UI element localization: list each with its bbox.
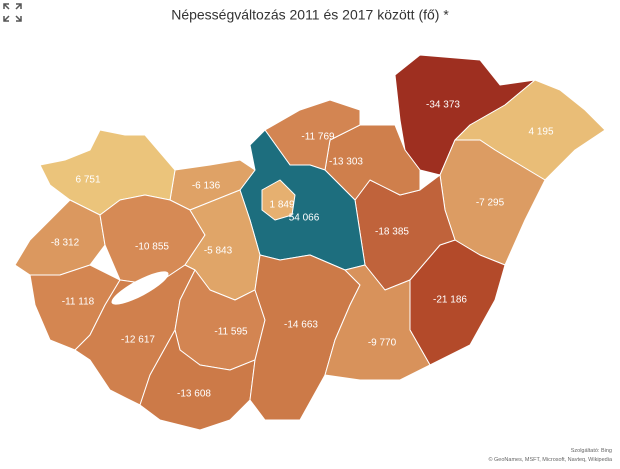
region-label: -13 303 xyxy=(329,157,363,168)
region-label: -6 136 xyxy=(192,181,221,192)
region-label: -11 595 xyxy=(214,327,248,338)
region-label: 6 751 xyxy=(75,175,100,186)
region-labels: -34 373 4 195 -7 295 -21 186 -18 385 -13 303 -… xyxy=(51,100,554,400)
region-label: -11 118 xyxy=(62,297,95,308)
region-label: -10 855 xyxy=(135,242,169,253)
region-label: -8 312 xyxy=(51,238,80,249)
attribution-provider: Szolgáltató: Bing xyxy=(571,448,612,454)
region-label: -9 770 xyxy=(368,338,397,349)
region-label: -34 373 xyxy=(426,100,460,111)
expand-icon[interactable] xyxy=(3,3,22,22)
region xyxy=(324,264,431,381)
regions xyxy=(14,54,606,431)
lake-balaton xyxy=(111,271,169,305)
region-label: 1 849 xyxy=(269,200,294,211)
region xyxy=(261,179,296,221)
region-label: -5 843 xyxy=(204,246,233,257)
region-label: 54 066 xyxy=(289,213,320,224)
region-label: -13 608 xyxy=(177,389,211,400)
region-label: -12 617 xyxy=(121,335,155,346)
attribution-sources: © GeoNames, MSFT, Microsoft, Navteq, Wik… xyxy=(488,456,613,463)
map-title: Népességváltozás 2011 és 2017 között (fő… xyxy=(171,7,449,23)
region-label: -14 663 xyxy=(284,320,318,331)
region-label: -21 186 xyxy=(433,295,467,306)
region-label: 4 195 xyxy=(528,127,553,138)
region-label: -11 769 xyxy=(301,132,335,143)
region-label: -18 385 xyxy=(375,227,409,238)
region-label: -7 295 xyxy=(476,198,505,209)
